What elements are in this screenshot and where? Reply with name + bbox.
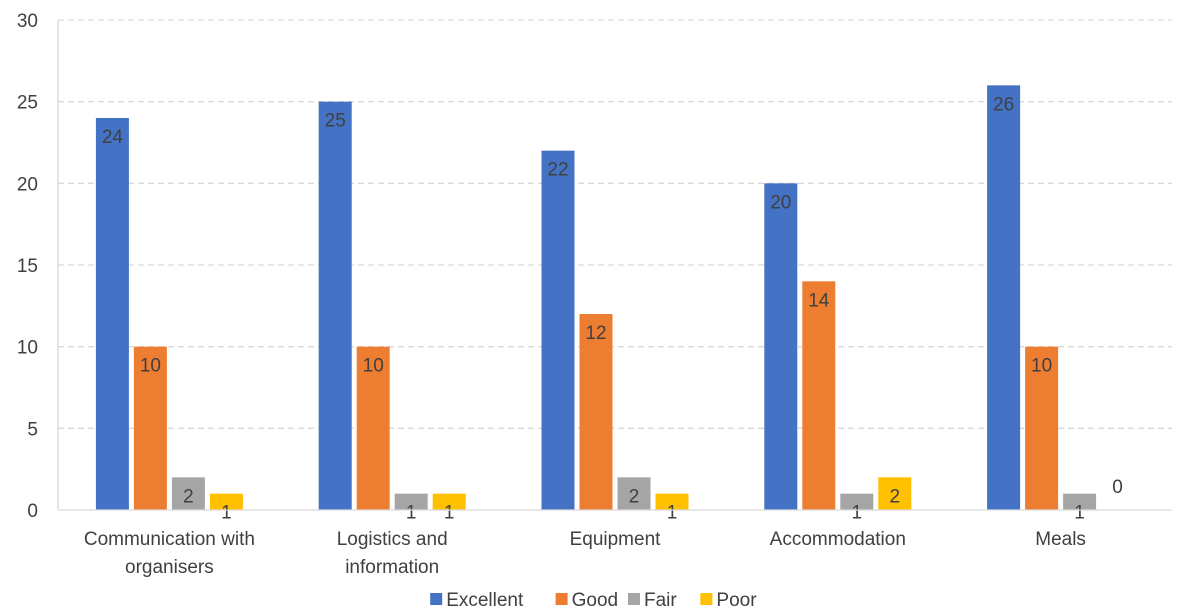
legend-swatch-fair: [628, 593, 640, 605]
data-label: 14: [808, 290, 830, 311]
bar-fair: [171, 477, 205, 510]
y-tick-label: 30: [17, 11, 38, 32]
bar-good: [579, 314, 613, 510]
bar-excellent: [541, 150, 575, 510]
x-tick-label: Logistics and: [337, 529, 448, 550]
data-label: 24: [102, 127, 124, 148]
data-label: 1: [1074, 503, 1085, 524]
y-tick-label: 25: [17, 93, 38, 114]
bar-good: [133, 346, 167, 510]
x-tick-label: organisers: [125, 557, 214, 578]
bar-fair: [394, 493, 428, 510]
bar-poor: [878, 477, 912, 510]
bar-good: [356, 346, 390, 510]
y-tick-label: 20: [17, 174, 38, 195]
data-label: 2: [183, 486, 194, 507]
data-label: 12: [585, 323, 606, 344]
data-label: 1: [406, 503, 417, 524]
legend-swatch-excellent: [430, 593, 443, 605]
bar-poor: [655, 493, 689, 510]
legend: Excellent Good Fair Poor: [430, 590, 757, 611]
bar-excellent: [764, 183, 798, 511]
bar-excellent: [95, 118, 129, 510]
x-tick-label: Communication with: [84, 529, 255, 550]
data-label: 25: [325, 111, 346, 132]
bar-poor: [432, 493, 466, 510]
bar-fair: [617, 477, 651, 510]
data-label: 0: [1112, 477, 1123, 498]
bar-fair: [1063, 493, 1097, 510]
data-label: 10: [140, 356, 161, 377]
legend-swatch-good: [555, 593, 568, 605]
bar-excellent: [987, 85, 1021, 510]
bar-fair: [840, 493, 874, 510]
data-label: 22: [547, 160, 568, 181]
legend-label-fair: Fair: [644, 590, 677, 611]
y-axis: 0 5 10 15 20 25 30: [17, 11, 59, 522]
data-label: 1: [444, 503, 455, 524]
data-label: 1: [667, 503, 678, 524]
legend-label-poor: Poor: [716, 590, 757, 611]
data-label: 2: [629, 486, 640, 507]
data-label: 1: [852, 503, 863, 524]
bar-excellent: [318, 101, 352, 511]
y-tick-label: 15: [17, 256, 38, 277]
x-tick-label: Accommodation: [770, 529, 906, 550]
y-tick-label: 5: [27, 419, 38, 440]
data-label: 10: [1031, 356, 1052, 377]
data-label: 10: [363, 356, 384, 377]
data-label: 20: [770, 192, 791, 213]
bar-good: [1025, 346, 1059, 510]
x-tick-label: Meals: [1035, 529, 1086, 550]
bars: [95, 85, 1097, 511]
legend-swatch-poor: [700, 593, 713, 605]
y-tick-label: 10: [17, 338, 38, 359]
data-label: 26: [993, 94, 1014, 115]
x-tick-label: Equipment: [570, 529, 662, 550]
data-label: 1: [221, 503, 232, 524]
y-tick-label: 0: [27, 501, 38, 522]
legend-label-good: Good: [572, 590, 618, 611]
bar-good: [802, 281, 836, 510]
x-tick-label: information: [345, 557, 439, 578]
x-axis: Communication with organisers Logistics an…: [58, 509, 1172, 578]
data-label: 2: [890, 486, 901, 507]
bar-poor: [209, 493, 243, 510]
gridlines: [58, 19, 1172, 429]
legend-label-excellent: Excellent: [446, 590, 524, 611]
